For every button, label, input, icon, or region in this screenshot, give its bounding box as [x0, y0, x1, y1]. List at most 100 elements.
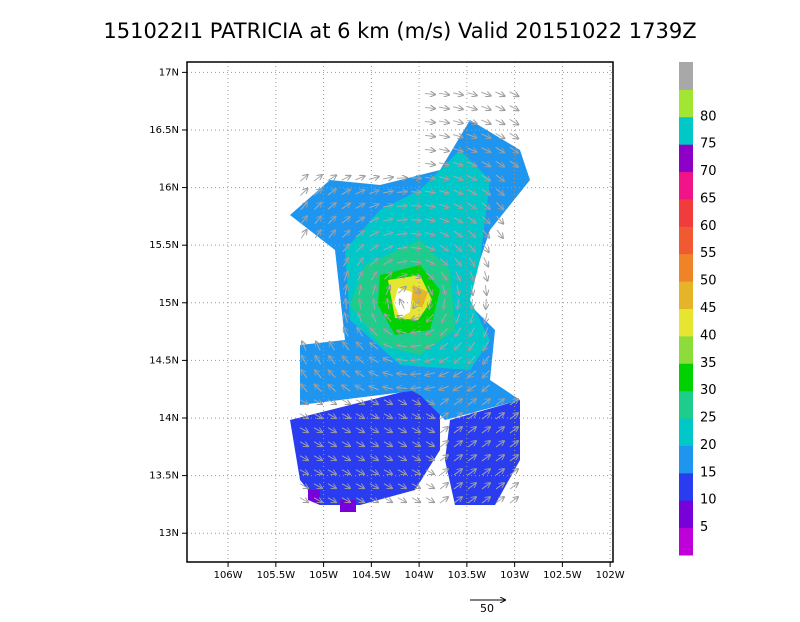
- x-tick-label: 104.5W: [352, 570, 391, 581]
- colorbar-swatch: [679, 226, 693, 254]
- wind-vector: [495, 92, 504, 96]
- colorbar-swatch: [679, 117, 693, 145]
- wind-vector: [439, 121, 449, 123]
- wind-vector: [411, 192, 421, 193]
- colorbar-swatch: [679, 445, 693, 473]
- x-tick-label: 103.5W: [448, 570, 487, 581]
- wind-vector: [300, 188, 307, 195]
- x-tick-label: 105W: [309, 570, 338, 581]
- wind-vector: [439, 107, 449, 109]
- wind-vector: [398, 498, 406, 503]
- wind-vector: [467, 106, 477, 109]
- wind-vector: [497, 230, 503, 238]
- wind-vector: [453, 107, 463, 109]
- wind-vector: [301, 230, 306, 238]
- wind-field: [290, 120, 530, 512]
- wind-vector: [440, 427, 448, 433]
- wind-vector: [342, 400, 350, 405]
- wind-vector: [481, 120, 490, 124]
- field-region: [290, 390, 440, 505]
- wind-vector: [425, 94, 435, 95]
- wind-vector: [342, 176, 351, 181]
- colorbar-swatch: [679, 500, 693, 528]
- colorbar-label: 35: [700, 356, 717, 371]
- wind-vector: [481, 106, 490, 110]
- wind-vector: [472, 299, 473, 309]
- colorbar-swatch: [679, 172, 693, 200]
- colorbar-swatch: [679, 89, 693, 117]
- wind-vector: [426, 498, 434, 503]
- wind-vector: [425, 135, 435, 136]
- wind-vector: [328, 175, 336, 180]
- colorbar-label: 20: [700, 438, 717, 453]
- y-tick-label: 15N: [159, 298, 179, 309]
- wind-vector: [453, 121, 463, 124]
- colorbar-swatch: [679, 418, 693, 446]
- wind-vector: [439, 135, 449, 137]
- colorbar-label: 50: [700, 274, 717, 289]
- y-tick-label: 14N: [159, 413, 179, 424]
- y-tick-label: 14.5N: [149, 355, 179, 366]
- colorbar-label: 65: [700, 191, 717, 206]
- colorbar-swatch: [679, 281, 693, 309]
- x-tick-label: 105.5W: [257, 570, 296, 581]
- wind-vector: [355, 176, 364, 180]
- wind-vector: [485, 285, 486, 295]
- colorbar-label: 45: [700, 301, 717, 316]
- wind-vector: [496, 120, 505, 125]
- wind-vector: [495, 106, 504, 110]
- wind-vector: [439, 149, 449, 151]
- wind-vector: [425, 149, 435, 150]
- wind-vector: [440, 497, 448, 503]
- wind-vector: [425, 121, 435, 122]
- colorbar-swatch: [679, 309, 693, 337]
- x-tick-label: 103W: [500, 570, 529, 581]
- wind-vector: [425, 107, 435, 108]
- colorbar-swatch: [679, 199, 693, 227]
- x-tick-label: 106W: [214, 570, 243, 581]
- wind-vector: [481, 92, 490, 95]
- wind-vector: [439, 93, 449, 95]
- colorbar-swatch: [679, 473, 693, 501]
- colorbar-label: 70: [700, 164, 717, 179]
- y-tick-label: 16N: [159, 183, 179, 194]
- wind-vector: [426, 484, 434, 489]
- wind-vector: [484, 271, 487, 281]
- colorbar-label: 80: [700, 109, 717, 124]
- x-tick-label: 102W: [596, 570, 625, 581]
- colorbar-label: 75: [700, 137, 717, 152]
- wind-vector: [510, 92, 519, 97]
- colorbar-swatch: [679, 528, 693, 556]
- colorbar-swatch: [679, 62, 693, 90]
- chart-title: 151022I1 PATRICIA at 6 km (m/s) Valid 20…: [103, 19, 696, 43]
- wind-vector: [314, 175, 322, 181]
- colorbar-label: 10: [700, 493, 717, 508]
- wind-vector: [510, 133, 518, 138]
- y-tick-label: 15.5N: [149, 240, 179, 251]
- colorbar-label: 40: [700, 328, 717, 343]
- y-tick-label: 13.5N: [149, 471, 179, 482]
- wind-vector: [346, 299, 347, 309]
- colorbar-label: 5: [700, 520, 708, 535]
- wind-vector: [369, 177, 379, 180]
- colorbar-label: 55: [700, 246, 717, 261]
- wind-vector: [440, 469, 448, 475]
- colorbar-swatch: [679, 144, 693, 172]
- colorbar-label: 15: [700, 465, 717, 480]
- colorbar-label: 60: [700, 219, 717, 234]
- wind-vector: [426, 470, 434, 475]
- colorbar-label: 30: [700, 383, 717, 398]
- wind-vector: [425, 163, 435, 164]
- colorbar-swatch: [679, 336, 693, 364]
- colorbar-swatch: [679, 363, 693, 391]
- y-tick-label: 16.5N: [149, 125, 179, 136]
- colorbar-swatch: [679, 391, 693, 419]
- wind-vector: [383, 177, 393, 179]
- wind-vector: [467, 93, 477, 96]
- wind-vector: [486, 299, 487, 309]
- y-tick-label: 17N: [159, 67, 179, 78]
- reference-label: 50: [480, 602, 494, 615]
- wind-vector: [453, 93, 463, 95]
